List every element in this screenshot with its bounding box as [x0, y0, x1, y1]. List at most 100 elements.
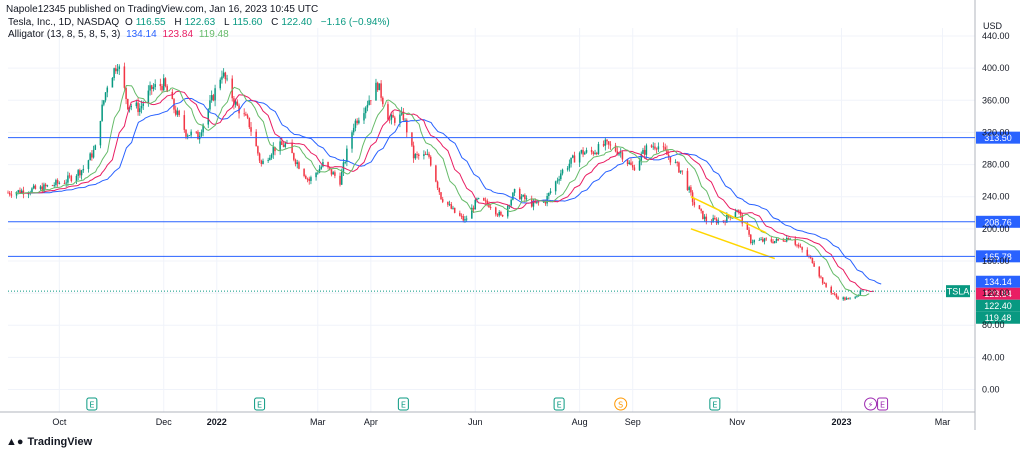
candle-body: [568, 163, 571, 169]
candle-body: [655, 148, 658, 150]
candle-body: [638, 160, 641, 171]
candle-body: [46, 185, 49, 187]
candle-body: [674, 162, 677, 163]
candle-body: [854, 297, 856, 299]
candle-body: [152, 87, 155, 89]
candle-body: [652, 146, 655, 148]
candle-body: [328, 167, 331, 169]
candle-body: [378, 83, 381, 91]
candle-body: [130, 106, 132, 108]
candle-body: [537, 201, 540, 203]
candle-body: [532, 201, 535, 207]
candle-body: [510, 199, 512, 206]
candle-body: [438, 187, 441, 193]
candle-body: [520, 196, 523, 200]
candle-body: [303, 168, 305, 176]
y-tick-label: 360.00: [982, 95, 1010, 105]
tradingview-logo-icon: ▲●: [6, 436, 24, 448]
candle-body: [94, 145, 97, 150]
candle-body: [127, 98, 129, 110]
candle-body: [714, 217, 716, 220]
alligator-jaw-line: [27, 97, 882, 285]
event-marker-split: [614, 397, 628, 411]
candle-body: [525, 198, 528, 200]
candle-body: [284, 143, 287, 147]
y-tick-label: 440.00: [982, 31, 1010, 41]
candle-body: [472, 207, 475, 210]
candle-body: [176, 110, 179, 115]
candle-body: [8, 192, 11, 195]
candle-body: [354, 120, 357, 128]
candle-body: [806, 249, 809, 256]
candle-body: [861, 290, 863, 292]
candle-body: [464, 219, 466, 221]
candle-body: [260, 160, 263, 164]
alligator-legend[interactable]: Alligator (13, 8, 5, 8, 5, 3) 134.14 123…: [8, 29, 232, 40]
candle-body: [797, 244, 800, 247]
candle-body: [844, 297, 846, 300]
candle-body: [642, 149, 644, 154]
candle-body: [483, 198, 485, 201]
x-tick-label: Apr: [364, 417, 378, 427]
candle-body: [233, 98, 235, 105]
symbol-title: Tesla, Inc., 1D, NASDAQ: [8, 17, 120, 28]
candle-body: [310, 177, 312, 181]
candle-body: [686, 170, 689, 191]
candle-body: [500, 211, 502, 215]
candle-body: [809, 256, 812, 258]
candle-body: [604, 139, 607, 146]
candle-body: [712, 217, 714, 223]
candle-body: [39, 186, 42, 189]
candle-body: [609, 144, 612, 146]
candle-body: [58, 183, 61, 184]
candle-body: [801, 247, 803, 250]
candle-body: [524, 194, 526, 200]
candle-body: [358, 120, 360, 124]
candle-body: [27, 193, 30, 195]
candle-body: [496, 214, 499, 216]
candle-body: [782, 240, 785, 242]
candle-body: [417, 154, 420, 156]
candle-body: [570, 157, 572, 164]
event-marker-earnings: [709, 397, 721, 411]
price-badge-label: 119.48: [985, 313, 1012, 323]
candle-body: [340, 171, 343, 185]
currency-label: USD: [983, 21, 1003, 31]
candle-body: [522, 194, 524, 197]
candle-body: [722, 220, 725, 222]
candle-body: [342, 162, 345, 172]
candle-body: [558, 179, 560, 181]
event-marker-label: E: [89, 401, 94, 410]
candle-body: [594, 152, 596, 155]
candle-body: [498, 211, 500, 216]
symbol-legend[interactable]: Tesla, Inc., 1D, NASDAQ O 116.55 H 122.63 …: [8, 17, 393, 28]
candle-body: [258, 153, 261, 161]
candle-body: [53, 185, 55, 186]
candle-body: [77, 170, 79, 176]
candle-body: [243, 113, 245, 115]
candle-body: [465, 218, 468, 220]
candle-body: [101, 104, 103, 121]
tradingview-logo[interactable]: ▲● TradingView: [6, 436, 92, 448]
y-tick-label: 240.00: [982, 192, 1010, 202]
candle-body: [476, 198, 478, 200]
price-badge-label: 134.14: [984, 277, 1012, 287]
candle-body: [118, 66, 121, 69]
candle-body: [149, 85, 151, 91]
candle-body: [291, 142, 293, 154]
event-marker-label: E: [401, 401, 406, 410]
candle-body: [296, 162, 299, 165]
candle-body: [159, 84, 162, 87]
candle-body: [91, 153, 93, 158]
event-marker-label: E: [880, 401, 885, 410]
candle-body: [628, 162, 631, 164]
event-marker-earnings: [254, 397, 266, 411]
candle-body: [207, 109, 210, 125]
candle-body: [7, 192, 9, 194]
price-level-badge: [976, 131, 1020, 144]
candle-body: [590, 149, 593, 153]
candle-body: [41, 186, 44, 192]
candle-body: [322, 162, 324, 167]
